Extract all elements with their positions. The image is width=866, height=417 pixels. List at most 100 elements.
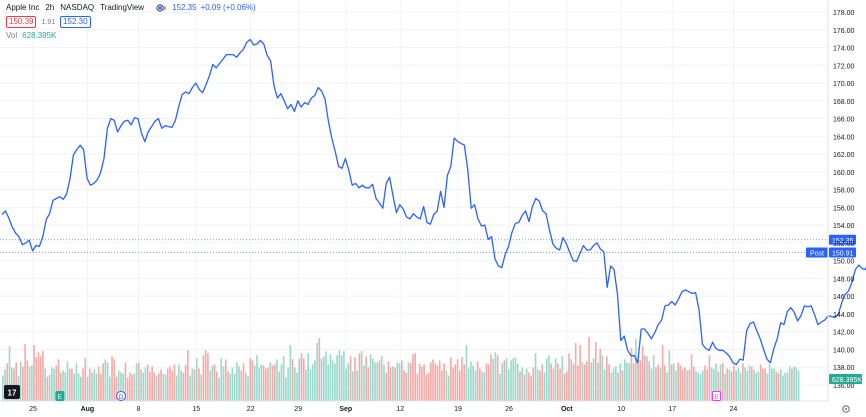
volume-bar [64,372,67,401]
tradingview-logo-icon: 17 [4,385,20,399]
volume-bar [554,358,557,401]
volume-bar [191,368,194,401]
volume-bar [447,375,450,401]
y-tick-label: 148.00 [833,276,855,283]
volume-bar [247,376,249,401]
volume-bar [338,350,341,401]
volume-bar [750,366,753,401]
volume-bar [668,350,671,401]
volume-bar [762,368,764,401]
volume-bar [204,350,207,401]
volume-bar [211,365,214,401]
volume-bar [755,372,758,401]
volume-bar [657,364,659,401]
volume-bar [184,364,187,401]
volume-bar [409,363,412,401]
volume-bar [55,365,58,401]
volume-bar [512,358,515,401]
volume-bar [111,356,113,401]
volume-bar [443,363,445,401]
volume-bar [325,351,327,401]
volume-bar [748,365,751,401]
volume-bar [331,360,334,401]
volume-bar [329,354,332,401]
volume-bar [302,358,305,401]
volume-bar [349,356,352,401]
volume-bar [24,344,26,401]
legend-volume-row: Vol 628.395K [6,31,56,40]
volume-bar [652,355,655,401]
volume-bar [757,371,760,401]
sell-price-button[interactable]: 150.39 [6,16,37,28]
volume-bar [541,364,544,401]
volume-bar [122,373,124,401]
volume-bar [227,371,229,401]
volume-bar [476,361,479,401]
y-tick-label: 166.00 [833,117,855,124]
volume-bar [775,371,778,401]
volume-bar [171,370,174,401]
volume-bar [360,351,363,401]
x-tick-label: 10 [617,406,625,413]
volume-bar [285,377,287,401]
volume-bar [374,362,376,401]
volume-bar [552,368,555,401]
volume-bar [650,368,653,401]
price-axis-tag-text: 150.91 [832,251,854,258]
volume-bar [97,366,100,401]
volume-bar [726,368,729,401]
volume-bar [298,358,301,401]
volume-bar [207,353,209,401]
volume-bar [260,364,263,401]
legend-symbol-row: Apple Inc 2h NASDAQ TradingView 152.35 +… [6,3,256,12]
volume-bar [610,372,613,401]
volume-bar [570,359,573,401]
price-axis-tag [829,247,856,258]
volume-bar [766,373,769,401]
volume-bar [706,369,709,401]
volume-bar [372,358,374,401]
volume-bar [158,373,160,401]
volume-bar [643,355,646,401]
volume-bar [427,372,430,401]
volume-bar [777,373,780,401]
volume-bar [175,375,178,401]
volume-bar [416,373,419,401]
volume-bar [507,369,510,401]
volume-bar [505,358,508,401]
post-market-tag [806,247,828,258]
y-tick-label: 168.00 [833,99,855,106]
volume-bar [120,372,122,401]
volume-bar [445,370,448,401]
volume-label[interactable]: Vol [6,31,18,40]
volume-bar [291,359,294,401]
y-tick-label: 156.00 [833,205,855,212]
volume-bar [737,367,740,401]
volume-bar [786,372,789,401]
volume-bar [222,366,225,401]
interval-label[interactable]: 2h [45,3,55,12]
volume-bar [617,372,619,401]
volume-bar [516,363,519,401]
volume-bar [579,345,581,401]
eye-toggle-icon[interactable] [154,3,167,12]
volume-bar [256,355,258,401]
volume-bar [309,369,312,401]
symbol-name[interactable]: Apple Inc [6,3,40,12]
volume-bar [764,368,766,401]
volume-bar [296,372,298,401]
volume-bar [367,367,370,401]
buy-price-button[interactable]: 152.30 [60,16,91,28]
volume-bar [117,370,120,401]
settings-gear-icon[interactable] [842,405,850,413]
volume-bar [697,372,700,401]
volume-bar [641,346,644,401]
volume-bar [387,361,390,401]
price-change: +0.09 (+0.06%) [200,3,256,12]
volume-bar [53,368,55,401]
volume-bar [113,359,116,401]
volume-bar [503,360,506,401]
volume-axis-tag-text: 628.395K [832,377,862,384]
volume-bar [661,345,664,401]
